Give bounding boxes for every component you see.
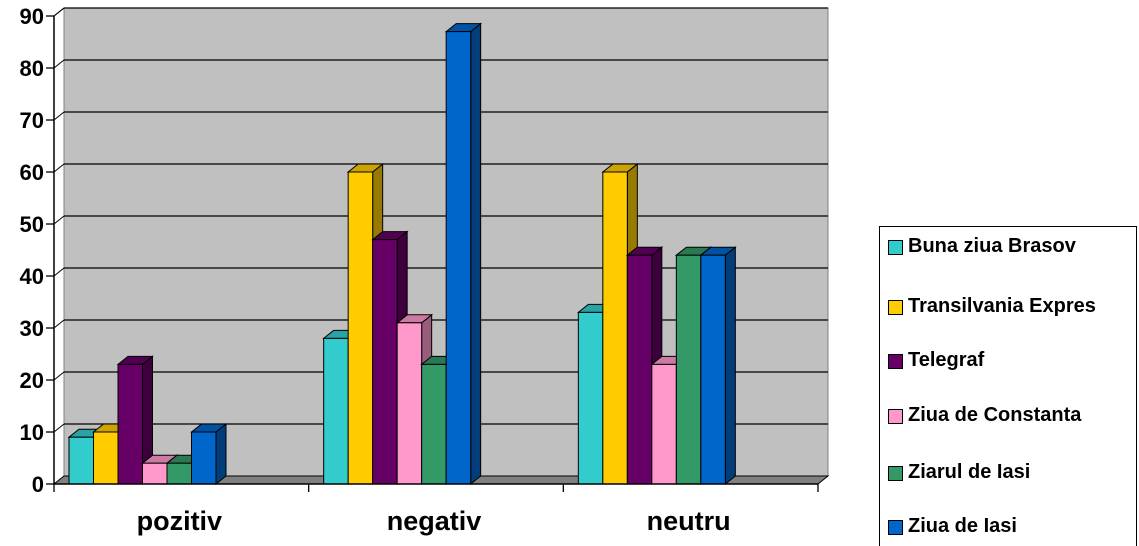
bar-front <box>347 171 374 485</box>
bar <box>116 355 154 486</box>
legend-label: Ziua de Iasi <box>908 515 1017 537</box>
y-tick-label: 50 <box>20 212 44 237</box>
legend-item: Ziua de Iasi <box>888 516 1138 537</box>
axes <box>46 7 819 492</box>
bar-front <box>68 436 94 485</box>
gridline-side <box>53 59 65 69</box>
bar-front <box>651 363 677 485</box>
bars <box>67 22 737 486</box>
x-axis-category-labels: pozitiv negativ neutru <box>137 506 731 536</box>
bar-side <box>724 246 736 486</box>
legend-swatch <box>888 466 903 481</box>
legend-swatch <box>888 354 903 369</box>
y-tick-label: 0 <box>32 472 44 497</box>
x-category-label: pozitiv <box>137 506 223 536</box>
x-category-label: negativ <box>387 506 482 536</box>
bar <box>371 230 409 486</box>
legend-label: Ziarul de Iasi <box>908 461 1031 483</box>
bar-side <box>215 422 227 486</box>
gridline-side <box>53 215 65 225</box>
bar-front <box>166 462 192 485</box>
bar-front <box>700 254 726 485</box>
y-tick-label: 80 <box>20 56 44 81</box>
legend-swatch <box>888 520 903 535</box>
bar <box>699 246 737 486</box>
y-tick-label: 10 <box>20 420 44 445</box>
y-tick-label: 70 <box>20 108 44 133</box>
bar-front <box>445 31 472 485</box>
x-category-label: neutru <box>647 506 731 536</box>
bar-front <box>675 254 702 485</box>
gridline-side <box>53 163 65 173</box>
gridline-side <box>53 319 65 329</box>
legend-label: Telegraf <box>908 349 985 371</box>
gridline-side <box>53 111 65 121</box>
bar-front <box>117 363 143 485</box>
legend-swatch <box>888 409 903 424</box>
legend-item: Ziarul de Iasi <box>888 462 1138 483</box>
gridline-side <box>53 267 65 277</box>
legend-item: Telegraf <box>888 350 1138 371</box>
bar-front <box>602 171 628 485</box>
gridline-side <box>53 371 65 381</box>
y-tick-label: 60 <box>20 160 44 185</box>
bar <box>190 422 228 486</box>
y-axis-tick-labels: 0 10 20 30 40 50 60 70 80 90 <box>20 4 44 497</box>
bar-front <box>577 311 604 485</box>
bar <box>444 22 483 486</box>
gridline-side <box>53 423 65 433</box>
bar-side <box>470 22 482 486</box>
bar-chart: 0 10 20 30 40 50 60 70 80 90 pozitiv negativ neutru <box>20 4 830 536</box>
bar-front <box>626 254 653 485</box>
y-tick-label: 30 <box>20 316 44 341</box>
legend-label: Buna ziua Brasov <box>908 235 1076 257</box>
bar-front <box>142 462 168 485</box>
legend-label: Transilvania Expres <box>908 295 1096 317</box>
bar-front <box>191 431 217 485</box>
legend-item: Transilvania Expres <box>888 296 1138 317</box>
bar-front <box>372 239 398 485</box>
legend-label: Ziua de Constanta <box>908 404 1082 426</box>
bar-front <box>93 431 119 485</box>
bar-front <box>396 322 423 485</box>
y-axis-top-edge <box>53 7 65 17</box>
bar <box>625 246 664 486</box>
y-tick-label: 90 <box>20 4 44 29</box>
y-tick-label: 20 <box>20 368 44 393</box>
bar-front <box>421 363 447 485</box>
y-tick-label: 40 <box>20 264 44 289</box>
legend-item: Buna ziua Brasov <box>888 236 1138 257</box>
legend: Buna ziua Brasov Transilvania Expres Teleg… <box>879 226 1137 546</box>
bar-front <box>323 337 349 485</box>
legend-item: Ziua de Constanta <box>888 405 1138 426</box>
legend-swatch <box>888 240 903 255</box>
legend-swatch <box>888 300 903 315</box>
